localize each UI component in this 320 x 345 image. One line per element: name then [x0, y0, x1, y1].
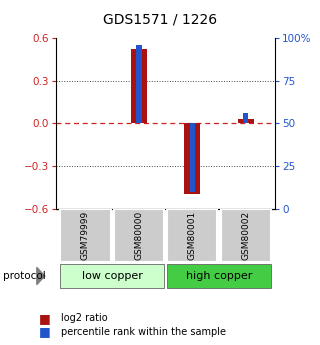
Text: low copper: low copper [82, 271, 143, 281]
Text: GSM80001: GSM80001 [188, 211, 197, 260]
Text: GDS1571 / 1226: GDS1571 / 1226 [103, 12, 217, 26]
Bar [167, 264, 271, 288]
Bar [190, 123, 195, 191]
Bar [114, 209, 164, 262]
Text: log2 ratio: log2 ratio [61, 313, 108, 323]
Text: percentile rank within the sample: percentile rank within the sample [61, 327, 226, 337]
Bar [184, 123, 200, 195]
Bar [243, 113, 248, 123]
Bar [167, 209, 218, 262]
Bar [131, 49, 147, 123]
Text: ■: ■ [38, 312, 50, 325]
Bar [221, 209, 271, 262]
Bar [238, 119, 254, 123]
Text: protocol: protocol [3, 271, 46, 281]
Text: GSM80000: GSM80000 [134, 211, 143, 260]
Bar [136, 45, 141, 123]
Polygon shape [37, 267, 45, 285]
Text: ■: ■ [38, 325, 50, 338]
Text: GSM80002: GSM80002 [241, 211, 250, 260]
Text: high copper: high copper [186, 271, 252, 281]
Bar [60, 209, 110, 262]
Text: GSM79999: GSM79999 [81, 211, 90, 260]
Bar [60, 264, 164, 288]
